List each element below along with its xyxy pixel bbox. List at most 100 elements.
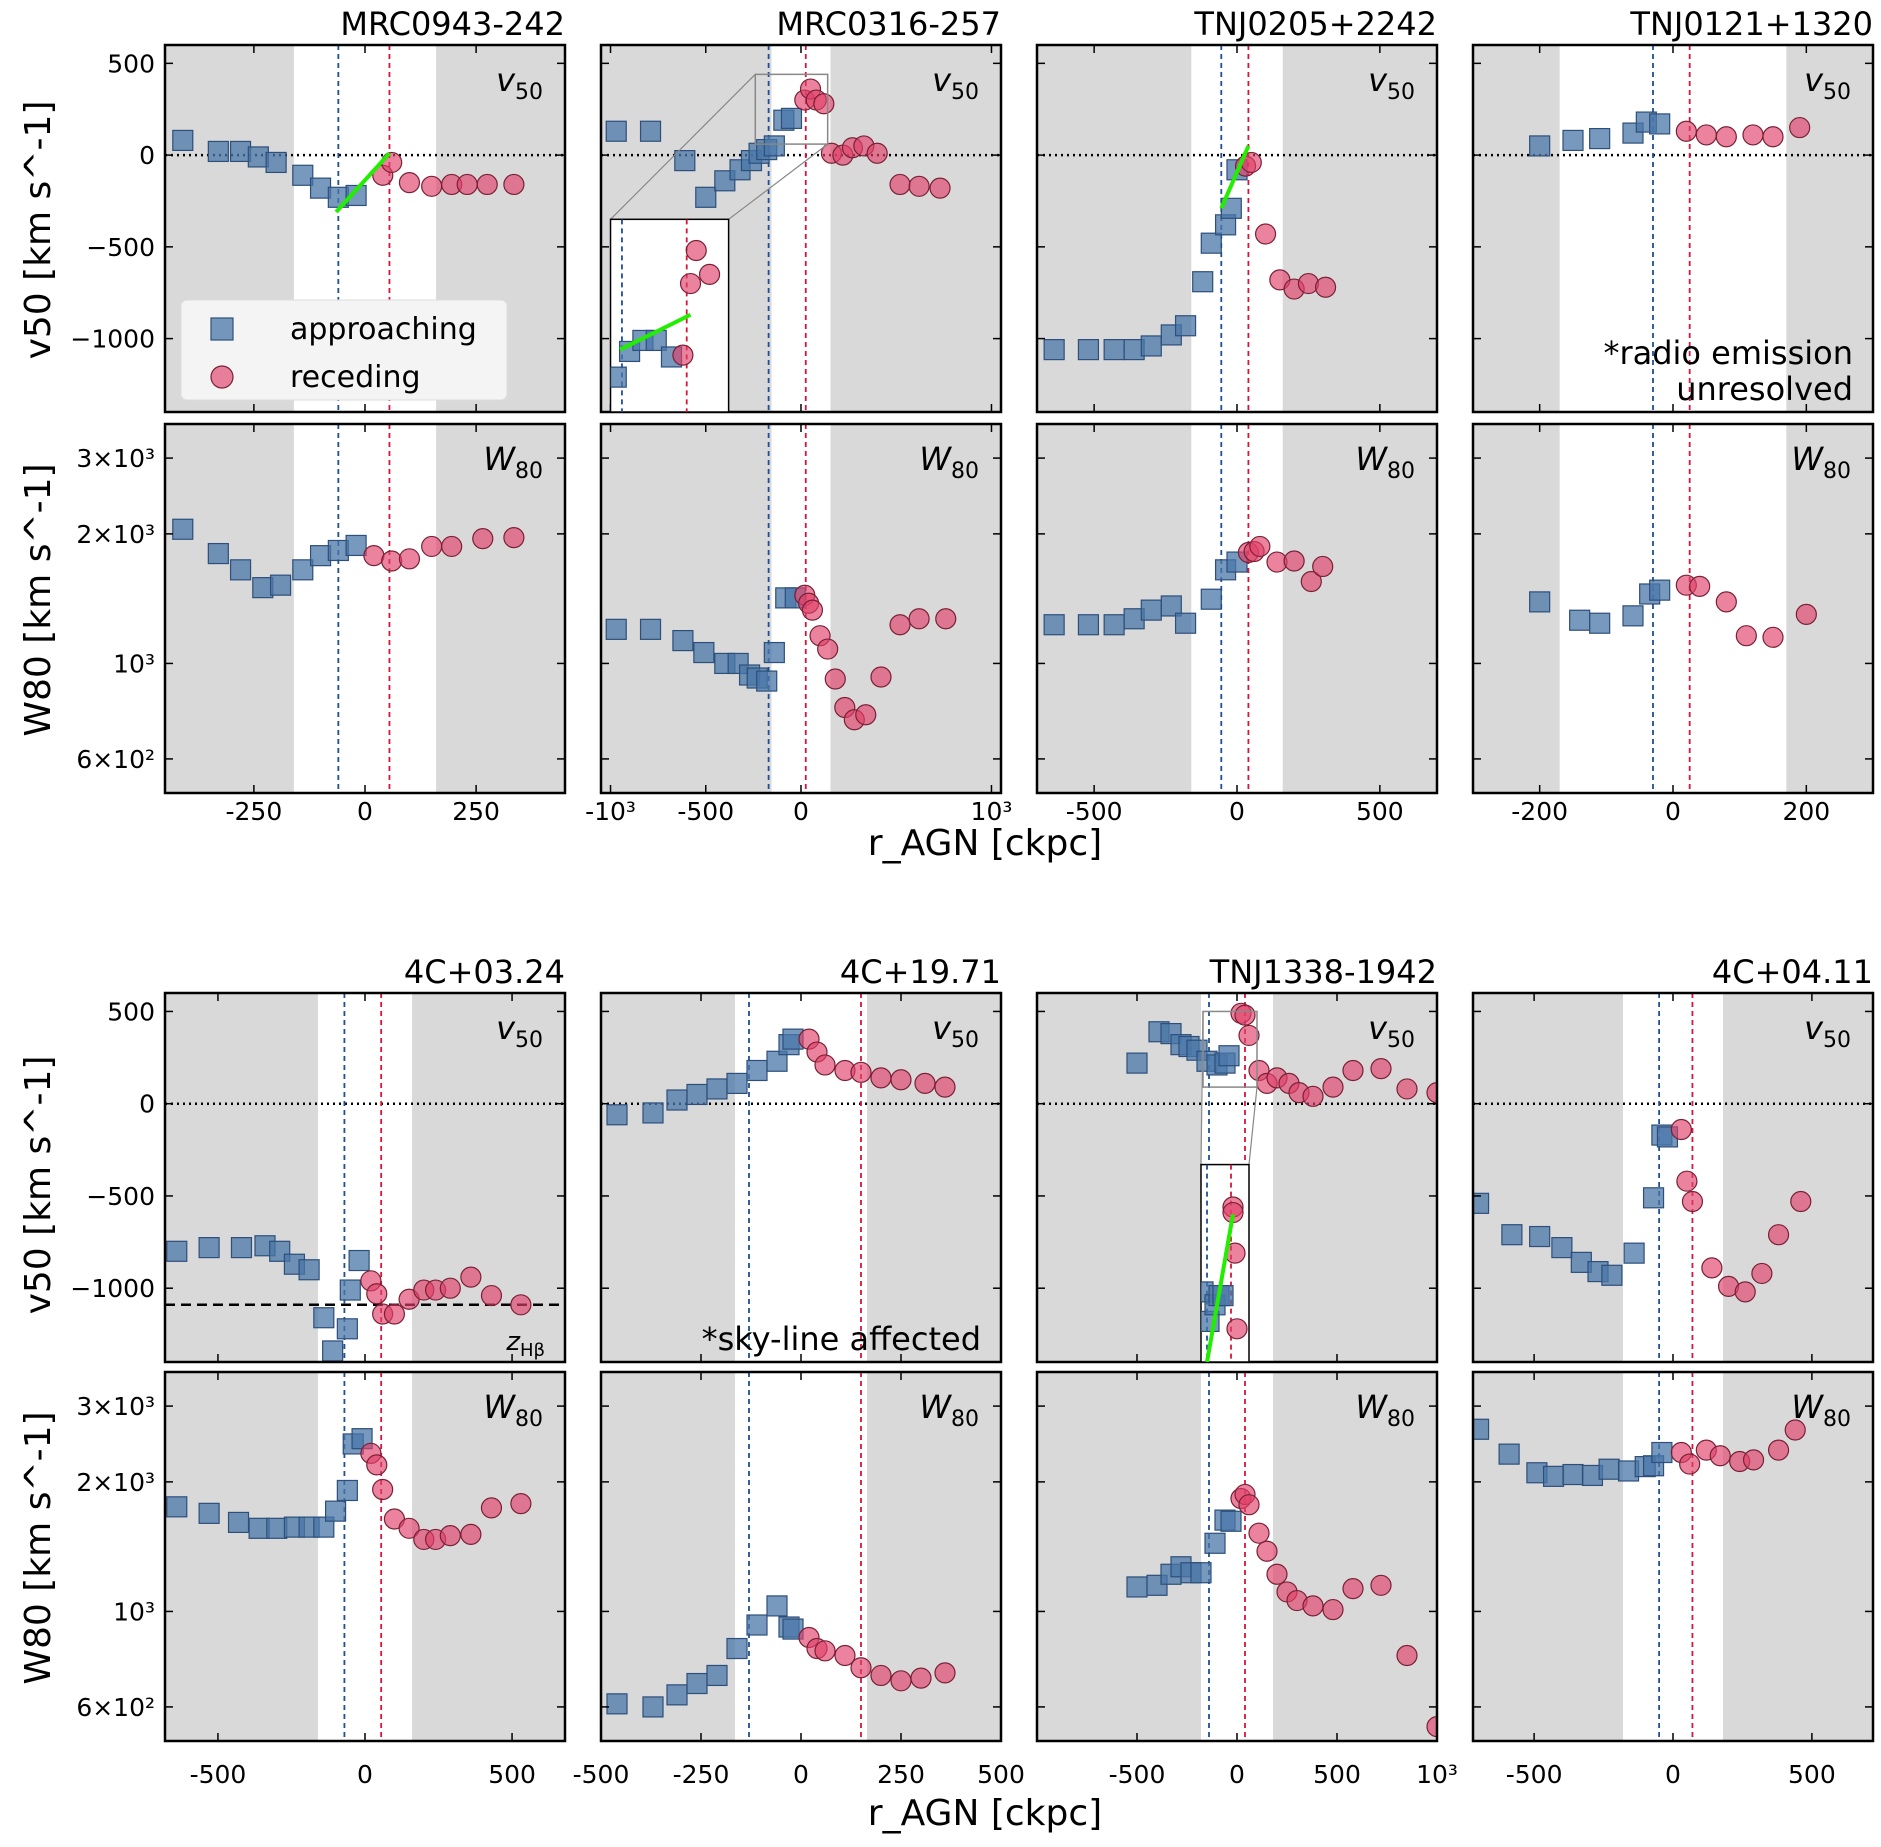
- receding-point: [460, 1523, 482, 1546]
- approaching-point: [1192, 271, 1214, 293]
- receding-point: [1689, 575, 1711, 598]
- approaching-point: [1043, 614, 1065, 636]
- panel-tag-letter: v: [1804, 61, 1824, 99]
- receding-point: [855, 704, 877, 726]
- approaching-point: [1218, 1045, 1240, 1067]
- panel-tag-sub: 80: [1823, 1407, 1851, 1432]
- receding-point: [817, 638, 839, 660]
- approaching-point: [1200, 232, 1222, 254]
- receding-point: [1256, 1540, 1278, 1562]
- receding-point: [935, 608, 957, 630]
- shade-right: [867, 1372, 1001, 1741]
- x-tick-label: 500: [1356, 797, 1404, 826]
- receding-point: [1302, 1595, 1324, 1617]
- receding-point: [1679, 1453, 1701, 1475]
- zoom-connector: [1200, 1011, 1204, 1165]
- shade-right: [830, 45, 1001, 412]
- approaching-point: [780, 107, 803, 130]
- shade-right: [1786, 45, 1873, 412]
- x-tick-label: -250: [673, 1760, 730, 1789]
- plot-area: [601, 424, 1001, 793]
- approaching-point: [313, 1307, 335, 1329]
- shade-right: [1273, 1372, 1437, 1741]
- plot-area: [601, 1372, 1001, 1741]
- approaching-point: [322, 1340, 344, 1362]
- approaching-point: [766, 1050, 788, 1072]
- x-tick-label: 250: [452, 797, 500, 826]
- approaching-point: [1190, 1562, 1212, 1584]
- x-tick-label: -200: [1511, 797, 1568, 826]
- approaching-point: [642, 1102, 664, 1124]
- x-tick-label: 0: [793, 1760, 809, 1789]
- approaching-point: [229, 140, 252, 163]
- shade-left: [601, 993, 735, 1362]
- receding-point: [1396, 1644, 1418, 1667]
- panel-tag-sub: 50: [951, 1028, 979, 1053]
- shade-left: [1473, 1372, 1623, 1741]
- plot-area: [1473, 424, 1873, 793]
- receding-point: [1735, 625, 1757, 647]
- approaching-point: [336, 1479, 358, 1502]
- panel-v50-4: 500 0 −500 −1000 v50 4C+03.24 zHβ: [70, 953, 567, 1364]
- panel-tag-sub: 80: [1823, 459, 1851, 484]
- approaching-point: [324, 1500, 347, 1522]
- y-tick-label: 2×10³: [76, 520, 155, 549]
- panel-tag-letter: v: [1804, 1009, 1824, 1047]
- y-tick-label: 2×10³: [76, 1468, 155, 1497]
- approaching-point: [1601, 1264, 1623, 1286]
- panel-tag-sub: 80: [1387, 1407, 1415, 1432]
- receding-point: [1742, 124, 1764, 146]
- inset-receding-point: [685, 239, 707, 262]
- panel-tag-letter: v: [1368, 1009, 1388, 1047]
- x-tick-label: 10³: [1416, 1760, 1458, 1789]
- y-tick-label: 10³: [113, 649, 155, 678]
- panel-tag-letter: W: [1791, 440, 1824, 478]
- receding-point: [1762, 626, 1784, 648]
- approaching-point: [1077, 339, 1100, 361]
- receding-point: [1784, 1419, 1806, 1441]
- plot-area: [1473, 1372, 1873, 1741]
- approaching-point: [1204, 1532, 1226, 1554]
- zoom-connector: [610, 73, 756, 220]
- zoom-connector: [728, 143, 829, 220]
- approaching-point: [763, 641, 785, 664]
- panel-title: TNJ0205+2242: [1193, 5, 1437, 43]
- shade-left: [1473, 993, 1623, 1362]
- panel-tag-letter: v: [932, 1009, 952, 1047]
- receding-point: [1300, 570, 1322, 593]
- receding-point: [398, 1517, 420, 1539]
- shade-right: [867, 993, 1001, 1362]
- x-tick-label: 0: [793, 797, 809, 826]
- receding-point: [480, 1497, 503, 1519]
- approaching-point: [1529, 1225, 1551, 1248]
- approaching-point: [1642, 1187, 1665, 1209]
- approaching-point: [1551, 1237, 1573, 1259]
- y-tick-label: 500: [107, 997, 155, 1026]
- panel-tag-sub: 80: [515, 1407, 543, 1432]
- receding-point: [366, 1283, 388, 1305]
- panel-tag-sub: 50: [1387, 80, 1415, 105]
- panel-w80-1: -10³ -500 0 10³ W80: [585, 422, 1012, 826]
- approaching-point: [1160, 595, 1182, 617]
- approaching-point: [606, 1693, 628, 1715]
- receding-point: [398, 548, 421, 570]
- approaching-point: [345, 184, 367, 207]
- panel-tag-letter: W: [1355, 1388, 1388, 1426]
- receding-point: [814, 1054, 836, 1076]
- zoom-rect: [754, 73, 829, 145]
- approaching-point: [1501, 1224, 1523, 1246]
- receding-point: [503, 527, 525, 549]
- shade-left: [165, 1372, 318, 1741]
- y-tick-label: 10³: [113, 1597, 155, 1626]
- receding-point: [914, 1072, 936, 1095]
- panels: 5000−500−1000v50MRC0943-242approachingre…: [70, 5, 1875, 1789]
- plot-area: [1037, 993, 1437, 1362]
- legend-square: [210, 317, 234, 341]
- panel-tag: v50: [1804, 61, 1851, 105]
- approaching-point: [1589, 612, 1611, 634]
- inset-box: [609, 218, 730, 413]
- panel-tag: W80: [483, 440, 543, 484]
- receding-point: [1795, 603, 1817, 625]
- panel-tag-letter: v: [1368, 61, 1388, 99]
- receding-point: [870, 666, 892, 688]
